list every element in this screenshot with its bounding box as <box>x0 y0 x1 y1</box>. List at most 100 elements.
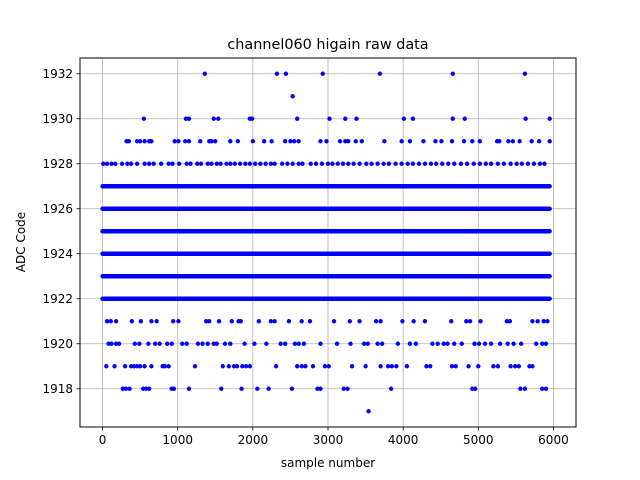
data-point <box>545 319 550 324</box>
data-point <box>149 364 154 369</box>
data-point <box>282 139 288 144</box>
data-point <box>341 386 346 391</box>
data-point <box>249 116 255 121</box>
data-point <box>325 161 331 166</box>
data-point <box>252 341 257 346</box>
data-point <box>318 386 323 391</box>
data-point <box>200 341 205 346</box>
data-point <box>170 161 175 166</box>
data-point <box>137 341 142 346</box>
data-point <box>279 161 285 166</box>
data-point <box>266 386 271 391</box>
data-point <box>282 341 288 346</box>
data-point <box>171 386 177 391</box>
data-point <box>127 386 132 391</box>
data-point <box>507 319 513 324</box>
data-point <box>518 386 523 391</box>
data-point <box>113 161 118 166</box>
data-point <box>243 161 248 166</box>
x-axis-label: sample number <box>281 456 375 470</box>
data-point <box>288 139 293 144</box>
data-point <box>255 386 260 391</box>
data-point <box>411 319 416 324</box>
data-point <box>320 71 325 76</box>
data-point <box>198 139 203 144</box>
data-point <box>234 364 240 369</box>
data-point <box>162 364 168 369</box>
data-point <box>375 341 380 346</box>
data-point <box>547 116 552 121</box>
data-point <box>525 161 531 166</box>
data-point <box>361 341 367 346</box>
data-point <box>285 161 290 166</box>
data-point <box>373 319 379 324</box>
data-point <box>318 139 323 144</box>
data-point <box>530 364 535 369</box>
data-point <box>512 364 518 369</box>
data-point <box>286 319 292 324</box>
data-point <box>137 364 143 369</box>
data-point <box>424 364 429 369</box>
data-point <box>464 319 469 324</box>
data-point <box>149 139 154 144</box>
data-point <box>369 161 374 166</box>
data-point <box>228 341 233 346</box>
data-point <box>113 319 119 324</box>
data-point <box>256 319 262 324</box>
data-point <box>134 161 140 166</box>
data-point <box>140 386 146 391</box>
data-point <box>470 139 475 144</box>
data-point <box>146 386 152 391</box>
data-point <box>204 319 209 324</box>
data-point <box>207 319 212 324</box>
data-point <box>250 139 256 144</box>
data-point <box>211 116 216 121</box>
data-point <box>205 161 210 166</box>
data-point <box>209 161 214 166</box>
y-tick-label: 1924 <box>42 247 73 261</box>
data-point <box>467 319 473 324</box>
data-point <box>232 161 238 166</box>
data-point <box>308 161 313 166</box>
data-point <box>453 364 458 369</box>
data-point <box>300 161 305 166</box>
data-point <box>258 161 263 166</box>
data-point <box>428 161 434 166</box>
data-point <box>334 341 340 346</box>
data-point <box>170 319 176 324</box>
data-point <box>464 161 470 166</box>
data-point <box>104 364 109 369</box>
data-point <box>240 364 245 369</box>
data-point <box>364 161 369 166</box>
data-point <box>108 319 114 324</box>
data-point <box>530 319 535 324</box>
data-point <box>504 319 510 324</box>
data-point <box>322 364 328 369</box>
data-point <box>389 364 395 369</box>
data-point <box>343 116 348 121</box>
data-point <box>435 341 440 346</box>
data-point <box>104 319 110 324</box>
data-point <box>129 319 135 324</box>
data-point <box>516 364 522 369</box>
data-point <box>101 161 106 166</box>
data-point <box>292 341 298 346</box>
data-point <box>113 341 119 346</box>
data-point <box>430 341 435 346</box>
data-point <box>128 161 134 166</box>
data-point <box>188 161 193 166</box>
data-point <box>184 161 189 166</box>
data-point <box>131 364 137 369</box>
data-point <box>176 319 181 324</box>
data-point <box>299 364 304 369</box>
data-point <box>301 341 307 346</box>
data-point <box>518 341 524 346</box>
data-point <box>445 341 450 346</box>
y-tick-label: 1918 <box>42 382 73 396</box>
data-point <box>120 386 126 391</box>
data-point <box>252 161 258 166</box>
data-point <box>395 341 401 346</box>
data-point <box>231 364 237 369</box>
data-point <box>142 161 147 166</box>
data-point <box>366 409 371 414</box>
